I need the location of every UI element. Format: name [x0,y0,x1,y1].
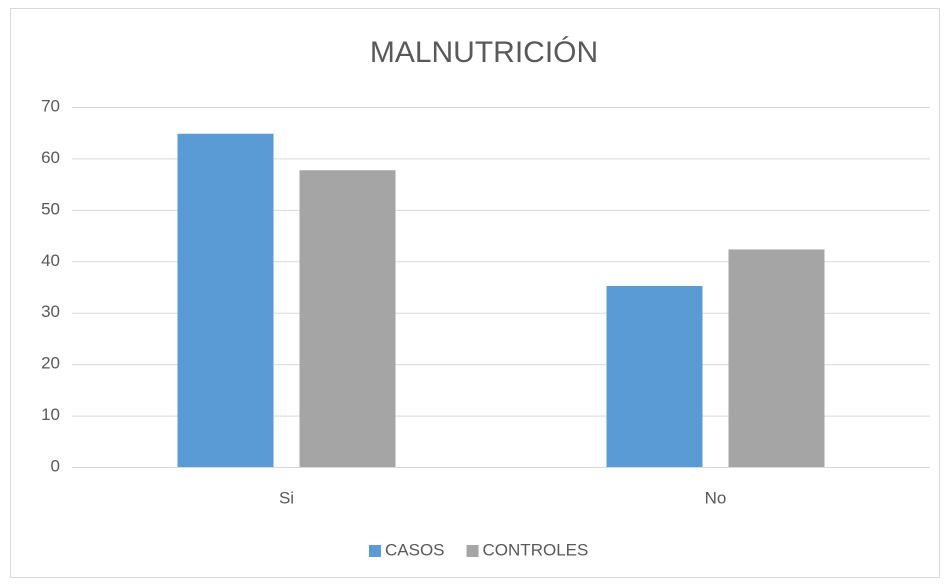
y-tick-label: 20 [41,354,60,373]
y-tick-label: 50 [41,199,60,218]
y-tick-label: 70 [41,96,60,115]
y-tick-label: 0 [51,456,60,475]
legend-swatch [369,545,381,557]
bar [299,170,396,467]
y-tick-label: 10 [41,405,60,424]
x-tick-label: Si [279,488,294,507]
legend-label: CONTROLES [483,540,589,559]
x-tick-label: No [705,488,727,507]
bar [728,249,825,467]
chart-title: MALNUTRICIÓN [370,36,598,69]
bar [177,133,274,467]
y-tick-label: 60 [41,148,60,167]
y-tick-label: 40 [41,251,60,270]
legend-label: CASOS [385,540,445,559]
legend-swatch [466,545,479,557]
bar [606,285,703,467]
y-tick-label: 30 [41,302,60,321]
